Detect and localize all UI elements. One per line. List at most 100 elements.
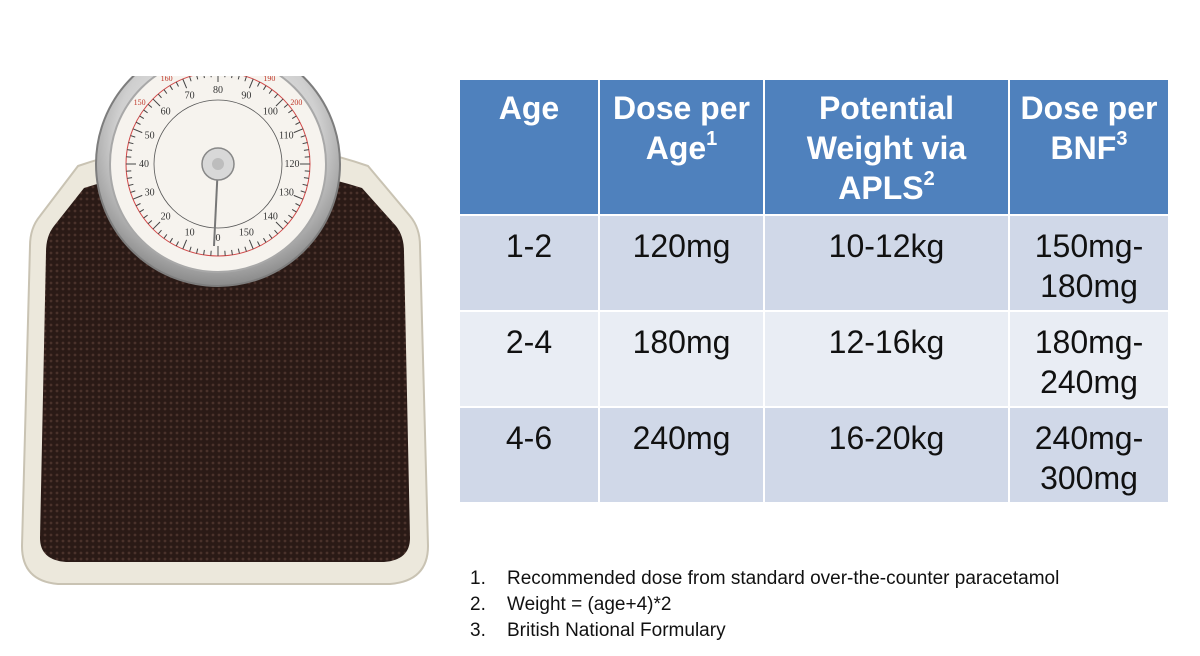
cell-dose-per-age: 120mg <box>598 214 765 312</box>
header-dose-per-bnf: Dose per BNF3 <box>1008 78 1170 216</box>
dial-number: 60 <box>161 107 171 118</box>
dial-tick <box>291 115 297 119</box>
scale-mat <box>40 166 410 562</box>
dial-tick <box>189 76 192 82</box>
dial-number: 100 <box>263 107 278 118</box>
dial-number: 140 <box>263 211 278 222</box>
table-row: 2-4 180mg 12-16kg 180mg-240mg <box>458 310 1170 408</box>
cell-age: 2-4 <box>458 310 600 408</box>
footnote-number: 1. <box>470 568 486 589</box>
dial-outer-number: 190 <box>263 76 275 83</box>
dial-number: 10 <box>185 227 195 238</box>
dial-number: 130 <box>279 187 294 198</box>
dial-tick <box>257 81 261 87</box>
dial-tick <box>157 229 162 235</box>
dial-tick <box>283 103 289 108</box>
header-age: Age <box>458 78 600 216</box>
footnote-text: British National Formulary <box>507 620 726 641</box>
dial-outer-number: 150 <box>134 98 146 107</box>
cell-dose-per-age: 240mg <box>598 406 765 504</box>
dial-tick <box>248 239 254 250</box>
header-potential-weight: Potential Weight via APLS2 <box>763 78 1010 216</box>
dial-tick <box>143 109 148 114</box>
dial-tick <box>293 194 304 200</box>
dial-tick <box>275 221 284 230</box>
dial-tick <box>302 142 308 145</box>
dose-table: Age Dose per Age1 Potential Weight via A… <box>458 78 1170 504</box>
footnote-number: 2. <box>470 594 486 615</box>
dial-tick <box>169 237 173 243</box>
dial-tick <box>288 109 293 114</box>
dial-tick <box>248 78 254 89</box>
dial-tick <box>130 190 136 193</box>
dial-tick <box>231 76 233 79</box>
dial-tick <box>157 93 162 99</box>
dial-outer-number: 200 <box>290 98 302 107</box>
dial-number: 30 <box>145 187 155 198</box>
dial-number: 90 <box>241 91 251 102</box>
dial-tick <box>244 246 247 252</box>
cell-age: 1-2 <box>458 214 600 312</box>
dial-tick <box>244 76 247 82</box>
cell-dose-per-age: 180mg <box>598 310 765 408</box>
cell-weight: 12-16kg <box>763 310 1010 408</box>
dial-tick <box>130 135 136 138</box>
cell-dose-per-bnf: 180mg-240mg <box>1008 310 1170 408</box>
dial-tick <box>295 121 301 125</box>
dial-tick <box>274 229 279 235</box>
dial-tick <box>237 76 240 80</box>
dial-tick <box>169 85 173 91</box>
dial-tick <box>143 214 148 219</box>
dial-tick <box>175 241 179 247</box>
dial-tick <box>135 121 141 125</box>
dial-tick <box>135 203 141 207</box>
cell-dose-per-bnf: 240mg-300mg <box>1008 406 1170 504</box>
dial-tick <box>182 78 188 89</box>
dial-tick <box>182 239 188 250</box>
dial-tick <box>152 221 161 230</box>
footnote-text: Weight = (age+4)*2 <box>507 594 672 615</box>
dial-tick <box>275 98 284 107</box>
dial-tick <box>303 177 309 179</box>
dial-tick <box>268 89 273 94</box>
dial-tick <box>231 249 233 255</box>
dial-tick <box>291 209 297 213</box>
dial-number: 110 <box>279 131 294 142</box>
dial-tick <box>127 149 133 151</box>
dial-tick <box>302 183 308 186</box>
dial-tick <box>152 98 161 107</box>
dial-number: 120 <box>285 159 300 170</box>
scale-dial: 0 10 20 30 40 50 60 70 80 90 100 110 120 130 140 150 150… <box>95 76 341 287</box>
table-header-row: Age Dose per Age1 Potential Weight via A… <box>458 78 1170 216</box>
footnote-item: 3. British National Formulary <box>470 618 1059 644</box>
table-row: 4-6 240mg 16-20kg 240mg-300mg <box>458 406 1170 504</box>
dial-tick <box>127 177 133 179</box>
cell-weight: 10-12kg <box>763 214 1010 312</box>
footnote-item: 1. Recommended dose from standard over-th… <box>470 566 1059 592</box>
bathroom-scale-image: 0 10 20 30 40 50 60 70 80 90 100 110 120 130 140 150 150… <box>20 76 430 585</box>
dial-tick <box>139 209 145 213</box>
dial-tick <box>268 234 273 239</box>
dial-tick <box>293 128 304 134</box>
dial-tick <box>300 135 306 138</box>
dial-tick <box>196 76 199 80</box>
dial-tick <box>203 76 205 79</box>
footnote-number: 3. <box>470 620 486 641</box>
dial-tick <box>128 142 134 145</box>
dial-tick <box>132 194 143 200</box>
dial-tick <box>163 234 168 239</box>
dial-number: 0 <box>216 233 221 244</box>
dial-tick <box>147 103 153 108</box>
dial-tick <box>175 81 179 87</box>
dial-tick <box>147 220 153 225</box>
dial-tick <box>139 115 145 119</box>
cell-age: 4-6 <box>458 406 600 504</box>
dial-number: 70 <box>185 91 195 102</box>
dial-number: 150 <box>239 227 254 238</box>
footnotes: 1. Recommended dose from standard over-th… <box>470 566 1059 644</box>
cell-weight: 16-20kg <box>763 406 1010 504</box>
footnote-text: Recommended dose from standard over-the-… <box>507 568 1060 589</box>
dial-tick <box>132 128 143 134</box>
dial-tick <box>163 89 168 94</box>
dial-tick <box>300 190 306 193</box>
